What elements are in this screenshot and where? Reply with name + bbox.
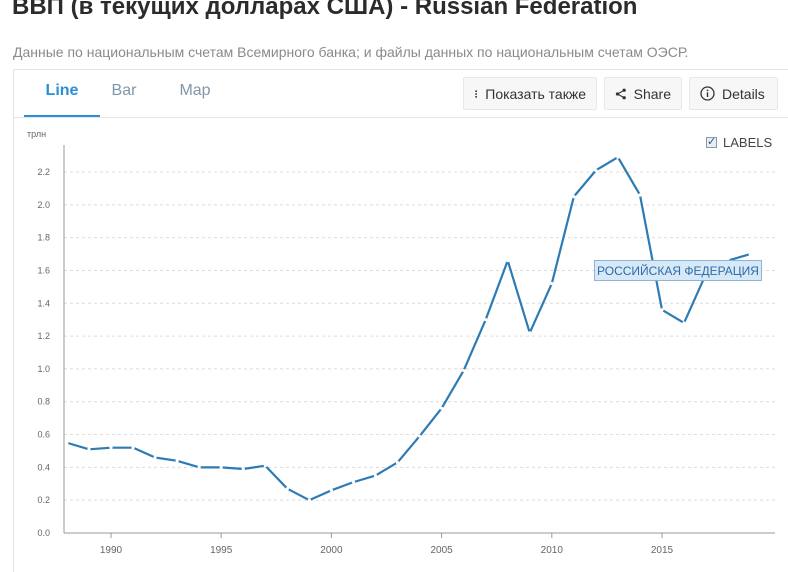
data-point[interactable] [506,259,510,263]
details-label: Details [722,85,765,102]
data-point[interactable] [682,321,686,325]
data-point[interactable] [594,168,598,172]
tab-bar-chart[interactable]: Bar [111,82,137,99]
data-point[interactable] [329,488,333,492]
more-vertical-icon [475,89,478,98]
axes: 0.0 0.2 0.4 0.6 0.8 1.0 1.2 1.4 1.6 1.8 2.0 2.2 1990… [37,145,775,556]
data-point[interactable] [285,487,289,491]
data-point[interactable] [440,406,444,410]
labels-toggle-label: LABELS [723,135,773,150]
labels-checkbox[interactable]: ✓ [706,136,717,148]
x-tick-label: 2005 [430,545,453,556]
y-axis-title: трлн [27,129,46,139]
data-point[interactable] [197,465,201,469]
chart-panel: Line Bar Map Показать также Share Detail… [13,69,788,572]
data-point[interactable] [395,460,400,465]
y-tick-label: 0.2 [37,495,50,505]
data-point[interactable] [484,318,488,322]
y-tick-label: 1.0 [37,364,50,374]
tab-line[interactable]: Line [24,70,100,117]
y-tick-label: 1.4 [37,298,50,308]
y-tick-label: 2.0 [37,200,50,210]
y-tick-label: 0.0 [37,528,50,538]
data-point[interactable] [153,455,157,460]
data-point[interactable] [462,368,466,373]
data-point[interactable] [87,447,91,451]
data-point[interactable] [528,331,532,335]
tab-bar: Line Bar Map Показать также Share Detail… [14,70,788,118]
labels-toggle[interactable]: ✓ LABELS [706,135,772,150]
data-point[interactable] [109,446,113,450]
x-tick-label: 1995 [210,545,233,556]
data-point[interactable] [351,480,356,484]
checkmark-icon: ✓ [707,136,717,148]
data-point[interactable] [65,441,69,445]
data-point[interactable] [263,464,267,468]
x-tick-label: 2015 [651,545,674,556]
share-button[interactable]: Share [604,77,682,110]
y-tick-label: 0.6 [37,430,50,440]
y-tick-label: 0.4 [37,462,50,472]
data-point[interactable] [175,459,179,463]
data-point[interactable] [550,281,554,286]
share-icon [615,88,626,99]
share-label: Share [633,85,671,102]
data-point[interactable] [241,467,245,471]
y-tick-label: 1.6 [37,265,50,275]
page-subtitle: Данные по национальным счетам Всемирного… [13,44,689,60]
tab-map[interactable]: Map [179,82,211,99]
data-point[interactable] [131,446,135,450]
series-layer [65,155,752,502]
x-tick-label: 1990 [100,545,123,556]
data-point[interactable] [638,193,642,197]
grid-lines [64,171,775,501]
data-point[interactable] [307,498,311,502]
data-point[interactable] [417,434,422,438]
data-point[interactable] [572,195,576,199]
data-point[interactable] [616,155,620,159]
y-tick-label: 1.8 [37,233,50,243]
series-callout-label: РОССИЙСКАЯ ФЕДЕРАЦИЯ [594,260,762,281]
data-point[interactable] [748,252,752,256]
y-tick-label: 0.8 [37,397,50,407]
data-point[interactable] [219,465,223,469]
y-tick-label: 2.2 [37,167,50,177]
info-icon [700,86,715,101]
page-title: ВВП (в текущих долларах США) - Russian F… [12,0,638,20]
show-also-label: Показать также [485,85,586,102]
series-line[interactable] [66,156,751,502]
show-also-button[interactable]: Показать также [463,77,597,110]
details-button[interactable]: Details [689,77,778,110]
x-tick-label: 2000 [320,545,343,556]
data-point[interactable] [660,308,664,312]
y-tick-label: 1.2 [37,331,50,341]
data-point[interactable] [373,473,378,478]
x-tick-label: 2010 [541,545,564,556]
